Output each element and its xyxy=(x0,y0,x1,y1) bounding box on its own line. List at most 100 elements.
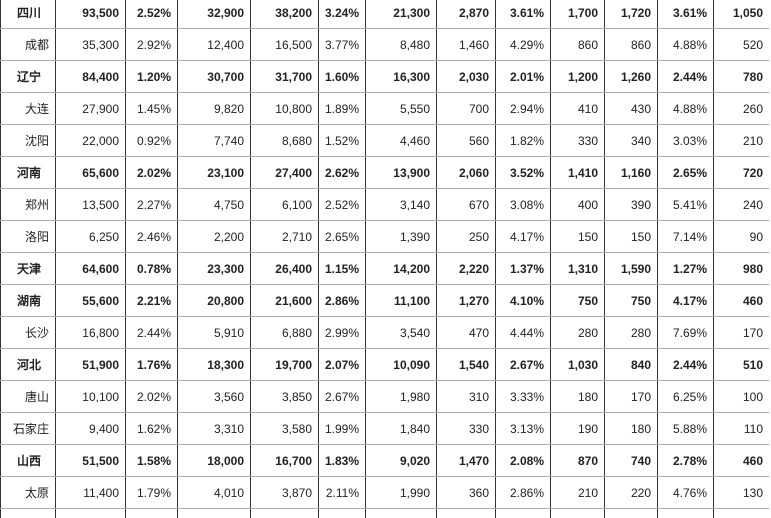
table-cell: 860 xyxy=(550,28,605,61)
table-cell: 3.52% xyxy=(495,156,551,189)
table-cell: 1,410 xyxy=(550,156,605,189)
table-cell: 2.02% xyxy=(125,156,178,189)
table-cell: 1.60% xyxy=(318,60,366,93)
table-cell: 2,220 xyxy=(436,252,496,285)
table-cell: 2.07% xyxy=(318,348,366,381)
table-cell: 26,400 xyxy=(250,252,319,285)
table-cell: 210 xyxy=(713,124,769,157)
table-cell: 2.86% xyxy=(495,476,551,509)
table-cell: 410 xyxy=(550,92,605,125)
table-cell: 23,300 xyxy=(177,252,251,285)
table-cell: 2.94% xyxy=(495,92,551,125)
table-cell: 1,540 xyxy=(436,348,496,381)
table-cell: 90 xyxy=(713,220,769,253)
table-cell: 400 xyxy=(550,188,605,221)
table-cell: 55,600 xyxy=(55,284,126,317)
table-cell: 65,600 xyxy=(55,156,126,189)
table-cell: 4,460 xyxy=(365,124,437,157)
table-cell: 6,880 xyxy=(250,316,319,349)
table-cell: 3,580 xyxy=(250,412,319,445)
region-name: 唐山 xyxy=(0,380,56,413)
table-cell: 8,680 xyxy=(250,124,319,157)
table-cell: 51,500 xyxy=(55,444,126,477)
table-cell: 4.17% xyxy=(657,284,714,317)
table-row: 河北 51,900 1.76% 18,300 19,700 2.07% 10,090 1,54… xyxy=(0,348,769,381)
table-cell: 2,060 xyxy=(436,156,496,189)
region-name: 辽宁 xyxy=(0,60,56,93)
table-cell: 2.92% xyxy=(125,28,178,61)
table-cell: 18,000 xyxy=(177,444,251,477)
table-cell: 3.08% xyxy=(495,188,551,221)
region-name: 长沙 xyxy=(0,316,56,349)
table-cell: 2.08% xyxy=(495,444,551,477)
table-cell: 30,700 xyxy=(177,60,251,93)
table-cell: 1,030 xyxy=(550,348,605,381)
table-cell: 10,800 xyxy=(250,92,319,125)
table-cell: 2.52% xyxy=(125,0,178,29)
table-cell: 330 xyxy=(550,124,605,157)
table-cell: 1.52% xyxy=(318,124,366,157)
table-cell: 280 xyxy=(604,316,658,349)
table-cell: 150 xyxy=(550,220,605,253)
table-row: 河南 65,600 2.02% 23,100 27,400 2.62% 13,900 2,06… xyxy=(0,156,769,189)
table-cell: 750 xyxy=(550,284,605,317)
table-cell: 22,000 xyxy=(55,124,126,157)
table-cell: 6.25% xyxy=(657,380,714,413)
table-cell: 170 xyxy=(713,316,769,349)
table-row: 洛阳 6,250 2.46% 2,200 2,710 2.65% 1,390 250 4.17%… xyxy=(0,220,769,253)
table-row: 长沙 16,800 2.44% 5,910 6,880 2.99% 3,540 470 4.44… xyxy=(0,316,769,349)
table-cell: 170 xyxy=(604,380,658,413)
table-cell: 21,600 xyxy=(250,284,319,317)
empty-row xyxy=(0,508,769,518)
table-cell: 1,460 xyxy=(436,28,496,61)
table-cell: 1,990 xyxy=(365,476,437,509)
table-cell: 2.99% xyxy=(318,316,366,349)
region-name: 石家庄 xyxy=(0,412,56,445)
table-cell: 35,300 xyxy=(55,28,126,61)
table-cell: 190 xyxy=(550,412,605,445)
table-cell: 16,300 xyxy=(365,60,437,93)
table-cell: 5.41% xyxy=(657,188,714,221)
table-cell: 2.67% xyxy=(318,380,366,413)
table-cell: 4.10% xyxy=(495,284,551,317)
table-cell: 23,100 xyxy=(177,156,251,189)
table-cell: 460 xyxy=(713,444,769,477)
table-cell: 3,540 xyxy=(365,316,437,349)
table-cell: 31,700 xyxy=(250,60,319,93)
table-cell: 2.62% xyxy=(318,156,366,189)
region-name: 山西 xyxy=(0,444,56,477)
table-cell: 3.24% xyxy=(318,0,366,29)
table-cell: 980 xyxy=(713,252,769,285)
table-cell: 1.27% xyxy=(657,252,714,285)
table-cell: 2.21% xyxy=(125,284,178,317)
table-cell: 740 xyxy=(604,444,658,477)
table-cell: 16,800 xyxy=(55,316,126,349)
table-cell: 38,200 xyxy=(250,0,319,29)
table-cell: 180 xyxy=(604,412,658,445)
table-cell: 3.61% xyxy=(495,0,551,29)
table-cell: 510 xyxy=(713,348,769,381)
region-name: 河北 xyxy=(0,348,56,381)
table-cell: 150 xyxy=(604,220,658,253)
table-cell: 1,200 xyxy=(550,60,605,93)
table-row: 太原 11,400 1.79% 4,010 3,870 2.11% 1,990 360 2.86… xyxy=(0,476,769,509)
table-cell: 16,500 xyxy=(250,28,319,61)
table-cell: 3,310 xyxy=(177,412,251,445)
table-cell: 2.11% xyxy=(318,476,366,509)
table-cell: 32,900 xyxy=(177,0,251,29)
table-cell: 27,900 xyxy=(55,92,126,125)
table-cell: 0.78% xyxy=(125,252,178,285)
table-cell: 2.46% xyxy=(125,220,178,253)
table-cell: 5.88% xyxy=(657,412,714,445)
table-cell: 840 xyxy=(604,348,658,381)
table-row: 天津 64,600 0.78% 23,300 26,400 1.15% 14,200 2,22… xyxy=(0,252,769,285)
table-cell: 310 xyxy=(436,380,496,413)
table-cell: 19,700 xyxy=(250,348,319,381)
region-name: 湖南 xyxy=(0,284,56,317)
table-cell: 390 xyxy=(604,188,658,221)
table-row: 山西 51,500 1.58% 18,000 16,700 1.83% 9,020 1,470… xyxy=(0,444,769,477)
table-cell: 3,870 xyxy=(250,476,319,509)
table-cell: 4,010 xyxy=(177,476,251,509)
